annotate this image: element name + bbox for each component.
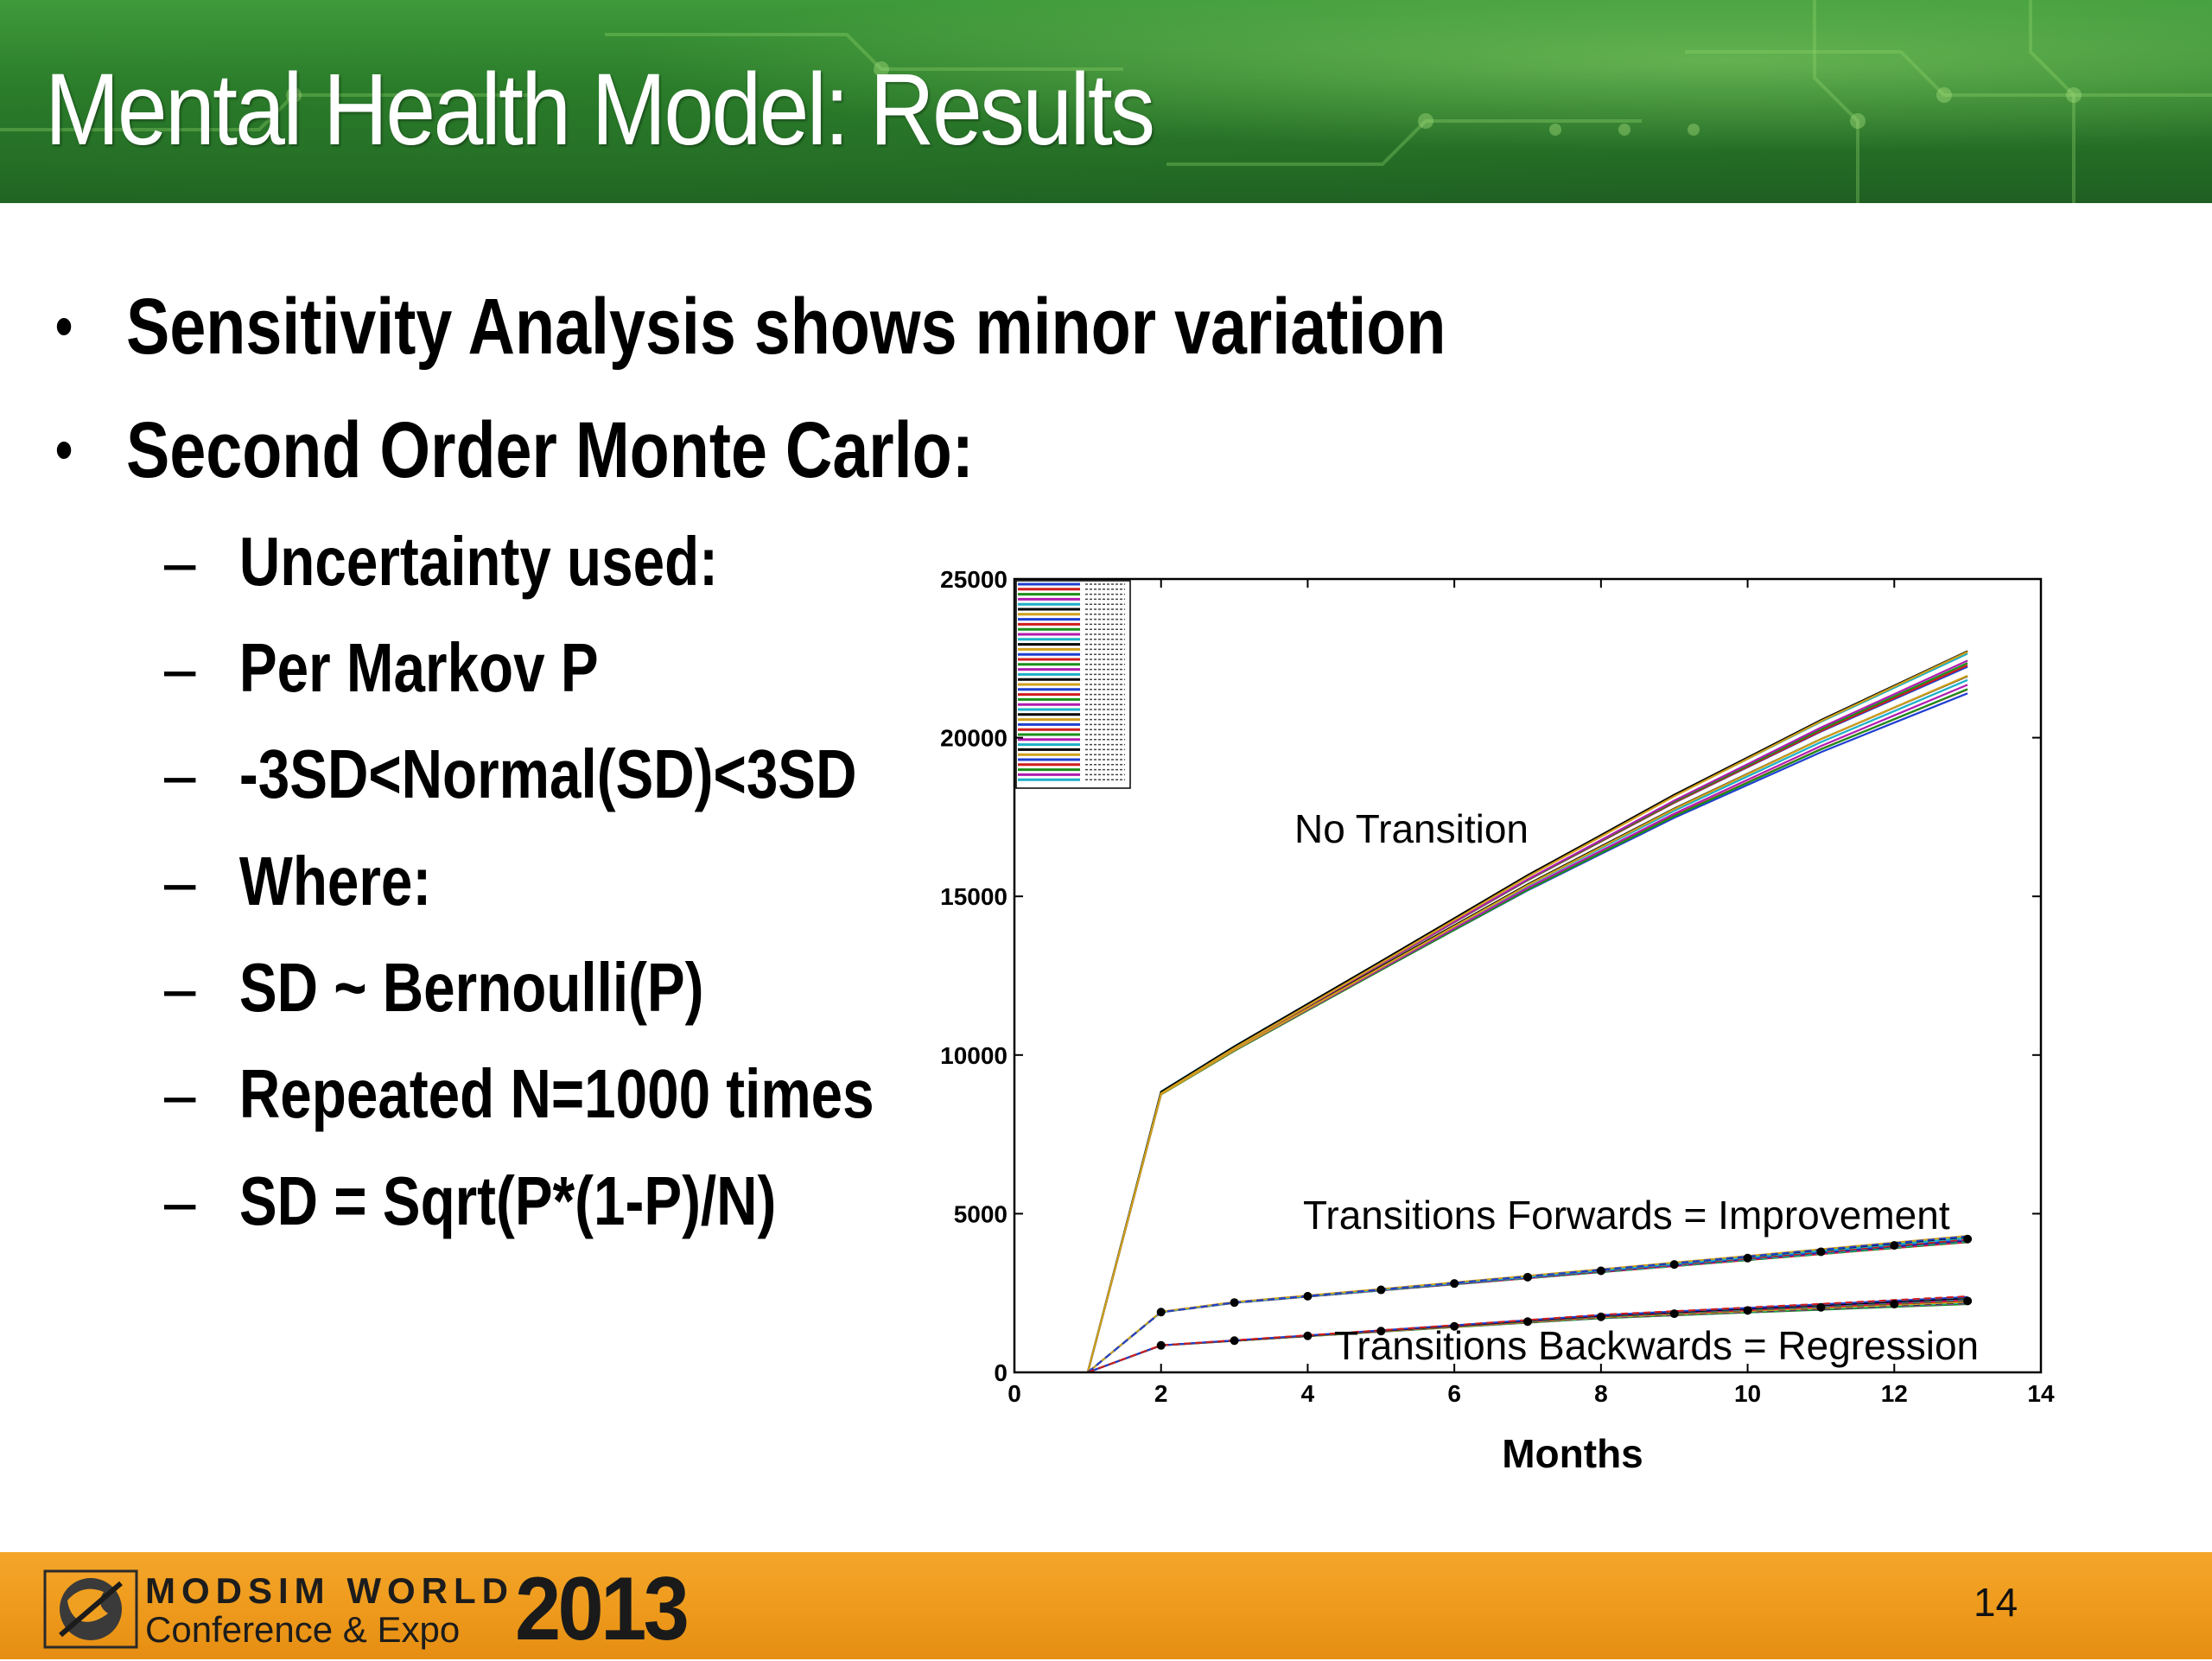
x-tick-label: 6: [1447, 1380, 1461, 1407]
annotation-backwards: Transitions Backwards = Regression: [1334, 1323, 1979, 1368]
y-tick-label: 25000: [940, 566, 1007, 593]
x-tick-label: 2: [1154, 1380, 1168, 1407]
sub-bullet-text: Where:: [238, 843, 432, 920]
plot-frame: [1013, 577, 2043, 1374]
series-line: [1086, 659, 1968, 1373]
data-point: [1669, 1309, 1679, 1319]
dash-glyph: –: [164, 949, 196, 1026]
data-point: [1156, 1340, 1166, 1350]
dash-glyph: –: [164, 523, 196, 600]
series-line: [1086, 652, 1968, 1373]
dash-glyph: –: [164, 735, 196, 812]
annotation-forwards: Transitions Forwards = Improvement: [1303, 1193, 1950, 1238]
data-point: [1156, 1308, 1166, 1317]
logo-year: 2013: [515, 1559, 690, 1659]
y-tick-label: 10000: [940, 1042, 1007, 1069]
data-point: [1816, 1302, 1826, 1312]
data-point: [1743, 1253, 1752, 1263]
x-tick-label: 12: [1881, 1380, 1908, 1407]
footer-banner: MODSIM WORLD Conference & Expo 2013 14: [0, 1552, 2212, 1659]
y-tick-label: 20000: [940, 725, 1007, 752]
logo-text-conference: Conference & Expo: [145, 1609, 461, 1650]
logo-text-modsim: MODSIM WORLD: [145, 1570, 514, 1611]
series-line: [1086, 665, 1968, 1373]
sub-bullet-text: -3SD<Normal(SD)<3SD: [238, 735, 857, 812]
series-line: [1086, 684, 1968, 1373]
circuit-board-decoration: [0, 0, 2212, 203]
bullet-glyph: •: [55, 416, 73, 483]
y-tick-label: 0: [994, 1359, 1007, 1386]
chart-svg: 0 2 4 6 8 10 12 14 0 5000 10000 15000 20000 25000 No …: [940, 566, 2055, 1476]
bullet-item: • Sensitivity Analysis shows minor variat…: [55, 278, 1446, 374]
x-tick-label: 8: [1594, 1380, 1608, 1407]
series-line: [1086, 678, 1968, 1373]
x-tick-label: 14: [2027, 1380, 2055, 1407]
series-line: [1086, 692, 1968, 1373]
header-banner: Mental Health Model: Results: [0, 0, 2212, 203]
data-point: [1230, 1336, 1239, 1346]
data-point: [1963, 1296, 1973, 1306]
page-number: 14: [1974, 1580, 2018, 1625]
data-point: [1890, 1241, 1899, 1251]
bullet-text: Sensitivity Analysis shows minor variati…: [126, 283, 1446, 371]
data-point: [1450, 1279, 1459, 1289]
series-line: [1086, 651, 1968, 1373]
data-point: [1596, 1312, 1605, 1321]
sub-bullet-item: – Repeated N=1000 times: [164, 1051, 874, 1137]
data-point: [1890, 1300, 1899, 1309]
data-point: [1963, 1234, 1973, 1244]
data-point: [1669, 1260, 1679, 1270]
series-line: [1086, 675, 1968, 1373]
data-point: [1450, 1321, 1459, 1331]
series-lines: [1086, 650, 1973, 1373]
sub-bullet-text: SD = Sqrt(P*(1-P)/N): [238, 1162, 777, 1239]
dash-glyph: –: [164, 1055, 196, 1132]
sub-bullet-item: – Uncertainty used:: [164, 519, 718, 605]
sub-bullet-text: Repeated N=1000 times: [238, 1055, 874, 1132]
sub-bullet-item: – Where:: [164, 838, 431, 925]
bullet-glyph: •: [55, 292, 73, 360]
sub-bullet-text: Uncertainty used:: [238, 523, 718, 600]
axis-tick-labels: 0 2 4 6 8 10 12 14 0 5000 10000 15000 20000 25000: [940, 566, 2055, 1407]
series-line: [1086, 662, 1968, 1373]
data-point: [1816, 1247, 1826, 1257]
x-tick-label: 4: [1301, 1380, 1315, 1407]
bullet-text: Second Order Monte Carlo:: [126, 406, 974, 494]
annotation-no-transition: No Transition: [1294, 806, 1529, 851]
bullet-item: • Second Order Monte Carlo:: [55, 402, 974, 498]
globe-logo-icon: [43, 1569, 138, 1649]
dash-glyph: –: [164, 1162, 196, 1239]
series-line: [1086, 650, 1968, 1373]
sub-bullet-item: – -3SD<Normal(SD)<3SD: [164, 731, 856, 818]
slide-title: Mental Health Model: Results: [45, 53, 1155, 167]
monte-carlo-line-chart: 0 2 4 6 8 10 12 14 0 5000 10000 15000 20000 25000 No …: [899, 553, 2091, 1486]
series-line: [1086, 688, 1968, 1373]
sub-bullet-text: SD ~ Bernoulli(P): [238, 949, 704, 1026]
series-line: [1086, 674, 1968, 1373]
axis-ticks: [1014, 578, 2042, 1373]
data-point: [1303, 1291, 1313, 1301]
x-tick-label: 0: [1007, 1380, 1021, 1407]
series-line: [1086, 664, 1968, 1373]
legend: [1015, 580, 1131, 789]
y-tick-label: 15000: [940, 883, 1007, 910]
data-point: [1376, 1327, 1386, 1336]
dash-glyph: –: [164, 843, 196, 920]
data-point: [1376, 1285, 1386, 1295]
data-point: [1230, 1298, 1239, 1308]
x-tick-label: 10: [1734, 1380, 1761, 1407]
sub-bullet-text: Per Markov P: [238, 629, 599, 706]
sub-bullet-item: – SD = Sqrt(P*(1-P)/N): [164, 1158, 776, 1244]
data-point: [1523, 1272, 1532, 1282]
data-point: [1303, 1331, 1313, 1340]
dash-glyph: –: [164, 629, 196, 706]
sub-bullet-item: – SD ~ Bernoulli(P): [164, 945, 704, 1031]
y-tick-label: 5000: [954, 1200, 1007, 1227]
sub-bullet-item: – Per Markov P: [164, 625, 599, 711]
data-point: [1596, 1266, 1605, 1276]
x-axis-label: Months: [1502, 1431, 1643, 1476]
data-point: [1523, 1317, 1532, 1327]
series-line: [1086, 688, 1968, 1373]
data-point: [1743, 1306, 1752, 1315]
